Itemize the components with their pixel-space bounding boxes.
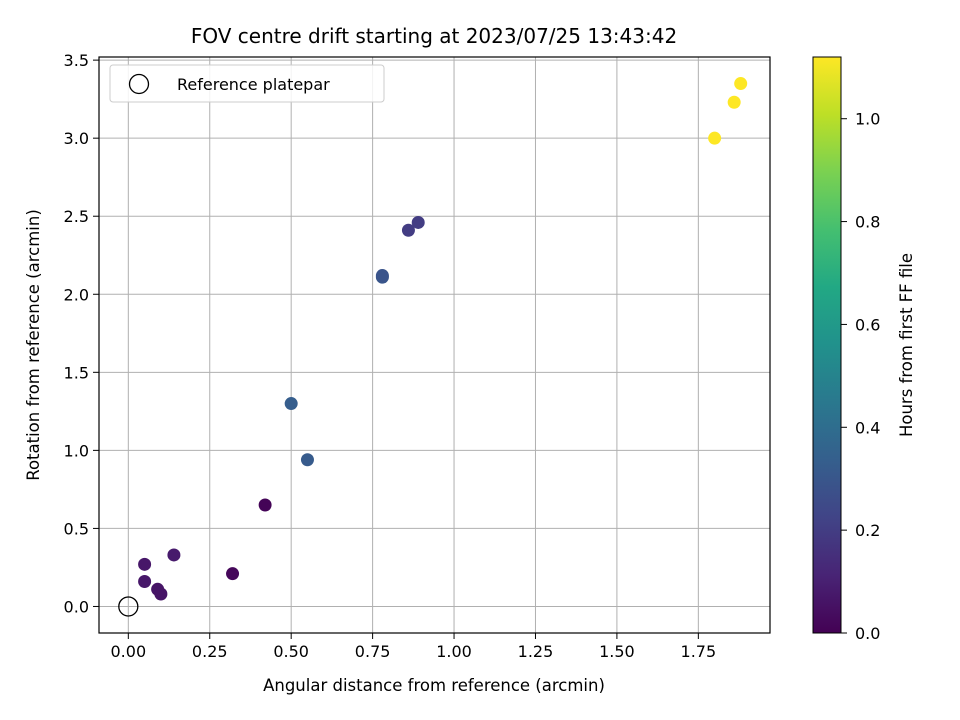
colorbar-tick-label: 1.0 [855,110,880,129]
data-point [708,131,722,145]
x-tick-label: 1.75 [681,642,717,661]
x-tick-label: 0.00 [111,642,147,661]
legend-box [109,64,385,103]
data-point [727,95,741,109]
y-tick-label: 2.0 [64,285,89,304]
data-point [284,397,298,411]
legend-entry-reference: Reference platepar [177,75,330,94]
y-tick-label: 2.5 [64,207,89,226]
x-tick-label: 1.25 [518,642,554,661]
colorbar-tick-label: 0.2 [855,521,880,540]
chart-title: FOV centre drift starting at 2023/07/25 … [191,24,677,48]
colorbar-tick-label: 0.6 [855,315,880,334]
data-point [226,567,240,581]
x-axis-ticks: 0.00 0.25 0.50 0.75 1.00 1.25 1.50 1.75 [111,633,717,661]
y-tick-label: 3.0 [64,129,89,148]
data-point [300,453,314,467]
data-point [734,77,748,91]
x-tick-label: 1.00 [436,642,472,661]
colorbar-tick-label: 0.8 [855,213,880,232]
y-tick-label: 3.5 [64,51,89,70]
data-point [167,548,181,562]
legend: Reference platepar [109,64,385,103]
data-point [154,587,168,601]
data-point [375,269,389,283]
y-axis-ticks: 0.0 0.5 1.0 1.5 2.0 2.5 3.0 3.5 [64,51,99,616]
y-tick-label: 0.0 [64,597,89,616]
x-tick-label: 0.50 [273,642,309,661]
data-point [411,215,425,229]
x-tick-label: 0.75 [355,642,391,661]
data-point [258,498,272,512]
y-tick-label: 0.5 [64,519,89,538]
reference-marker-layer [118,596,139,617]
data-points [138,77,748,601]
colorbar-tick-label: 0.0 [855,624,880,643]
plot-frame [98,56,771,634]
y-tick-label: 1.0 [64,441,89,460]
y-tick-label: 1.5 [64,363,89,382]
legend-marker-reference [128,73,150,95]
data-point [401,223,415,237]
grid [99,57,770,633]
colorbar-ticks: 0.0 0.2 0.4 0.6 0.8 1.0 [841,110,880,643]
colorbar-label: Hours from first FF file [897,253,916,437]
data-point [138,574,152,588]
x-axis-label: Angular distance from reference (arcmin) [263,676,605,695]
colorbar-tick-label: 0.4 [855,418,880,437]
reference-platepar-marker [118,596,139,617]
data-point [138,557,152,571]
colorbar [812,56,842,634]
x-tick-label: 0.25 [192,642,228,661]
y-axis-label: Rotation from reference (arcmin) [24,209,43,481]
x-tick-label: 1.50 [599,642,635,661]
